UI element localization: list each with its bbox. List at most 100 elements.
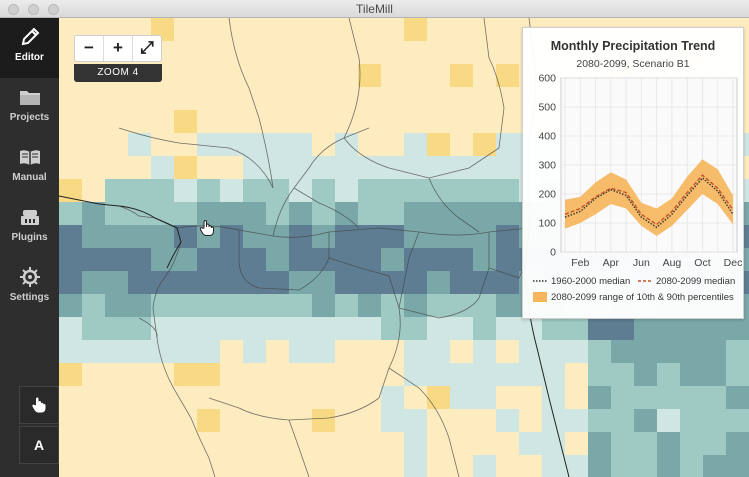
precipitation-cell bbox=[335, 248, 359, 272]
precipitation-cell bbox=[335, 87, 359, 111]
precipitation-cell bbox=[151, 110, 175, 134]
sidebar-item-settings[interactable]: Settings bbox=[0, 258, 59, 318]
precipitation-cell bbox=[473, 455, 497, 477]
sidebar-item-plugins[interactable]: Plugins bbox=[0, 198, 59, 258]
precipitation-cell bbox=[450, 340, 474, 364]
precipitation-cell bbox=[473, 179, 497, 203]
sidebar-item-projects[interactable]: Projects bbox=[0, 78, 59, 138]
precipitation-cell bbox=[59, 294, 83, 318]
precipitation-cell bbox=[404, 41, 428, 65]
y-tick-label: 0 bbox=[550, 247, 556, 259]
precipitation-cell bbox=[496, 409, 520, 433]
precipitation-cell bbox=[427, 156, 451, 180]
precipitation-cell bbox=[588, 455, 612, 477]
sidebar-item-manual[interactable]: Manual bbox=[0, 138, 59, 198]
precipitation-cell bbox=[473, 248, 497, 272]
precipitation-cell bbox=[59, 455, 83, 477]
precipitation-cell bbox=[473, 409, 497, 433]
precipitation-cell bbox=[174, 248, 198, 272]
precipitation-cell bbox=[174, 110, 198, 134]
precipitation-cell bbox=[427, 363, 451, 387]
precipitation-cell bbox=[82, 225, 106, 249]
text-tool-button[interactable]: A bbox=[19, 426, 59, 464]
precipitation-cell bbox=[358, 179, 382, 203]
precipitation-cell bbox=[496, 202, 520, 226]
precipitation-cell bbox=[358, 363, 382, 387]
minimize-window-button[interactable] bbox=[28, 4, 39, 15]
hand-tool-button[interactable] bbox=[19, 386, 59, 424]
precipitation-cell bbox=[266, 64, 290, 88]
precipitation-cell bbox=[82, 409, 106, 433]
precipitation-cell bbox=[358, 294, 382, 318]
precipitation-cell bbox=[151, 294, 175, 318]
median-1960-line bbox=[564, 177, 734, 229]
precipitation-cell bbox=[289, 64, 313, 88]
sidebar-item-label: Editor bbox=[15, 52, 44, 63]
precipitation-cell bbox=[174, 133, 198, 157]
precipitation-cell bbox=[358, 41, 382, 65]
precipitation-cell bbox=[657, 340, 681, 364]
precipitation-cell bbox=[519, 340, 543, 364]
precipitation-cell bbox=[174, 179, 198, 203]
precipitation-cell bbox=[496, 386, 520, 410]
precipitation-cell bbox=[128, 156, 152, 180]
precipitation-cell bbox=[473, 225, 497, 249]
precipitation-cell bbox=[243, 41, 267, 65]
x-tick-label: Feb bbox=[571, 257, 589, 269]
precipitation-cell bbox=[335, 386, 359, 410]
precipitation-cell bbox=[381, 202, 405, 226]
precipitation-cell bbox=[312, 225, 336, 249]
fullscreen-button[interactable]: ⤢ bbox=[140, 38, 154, 57]
zoom-control: − + ⤢ ZOOM 4 bbox=[74, 35, 162, 82]
sidebar-item-editor[interactable]: Editor bbox=[0, 18, 59, 78]
precipitation-cell bbox=[335, 455, 359, 477]
x-tick-label: Oct bbox=[694, 257, 710, 269]
precipitation-cell bbox=[404, 179, 428, 203]
precipitation-cell bbox=[128, 110, 152, 134]
precipitation-cell bbox=[726, 317, 749, 341]
precipitation-cell bbox=[266, 340, 290, 364]
precipitation-cell bbox=[59, 248, 83, 272]
precipitation-cell bbox=[105, 340, 129, 364]
precipitation-cell bbox=[59, 110, 83, 134]
precipitation-cell bbox=[427, 340, 451, 364]
precipitation-cell bbox=[82, 294, 106, 318]
precipitation-cell bbox=[565, 432, 589, 456]
precipitation-cell bbox=[703, 340, 727, 364]
precipitation-cell bbox=[266, 156, 290, 180]
precipitation-cell bbox=[450, 87, 474, 111]
precipitation-cell bbox=[726, 455, 749, 477]
precipitation-cell bbox=[381, 18, 405, 42]
precipitation-cell bbox=[381, 432, 405, 456]
precipitation-cell bbox=[588, 386, 612, 410]
close-window-button[interactable] bbox=[8, 4, 19, 15]
precipitation-cell bbox=[151, 87, 175, 111]
precipitation-cell bbox=[220, 455, 244, 477]
chart-subtitle: 2080-2099, Scenario B1 bbox=[576, 58, 690, 70]
zoom-out-button[interactable]: − bbox=[75, 36, 104, 61]
precipitation-cell bbox=[197, 179, 221, 203]
precipitation-cell bbox=[381, 87, 405, 111]
precipitation-cell bbox=[404, 455, 428, 477]
precipitation-cell bbox=[358, 432, 382, 456]
precipitation-cell bbox=[473, 156, 497, 180]
precipitation-cell bbox=[174, 317, 198, 341]
precipitation-cell bbox=[59, 133, 83, 157]
precipitation-cell bbox=[427, 294, 451, 318]
zoom-in-button[interactable]: + bbox=[104, 36, 133, 61]
precipitation-cell bbox=[266, 179, 290, 203]
precipitation-cell bbox=[266, 133, 290, 157]
precipitation-cell bbox=[174, 432, 198, 456]
x-tick-label: Aug bbox=[663, 257, 682, 269]
precipitation-cell bbox=[289, 87, 313, 111]
precipitation-cell bbox=[335, 110, 359, 134]
precipitation-cell bbox=[335, 64, 359, 88]
precipitation-cell bbox=[634, 340, 658, 364]
x-tick-label: Apr bbox=[603, 257, 620, 269]
dashed-line-icon bbox=[638, 280, 652, 283]
zoom-window-button[interactable] bbox=[48, 4, 59, 15]
precipitation-cell bbox=[335, 271, 359, 295]
precipitation-cell bbox=[496, 225, 520, 249]
precipitation-cell bbox=[427, 41, 451, 65]
precipitation-cell bbox=[450, 271, 474, 295]
